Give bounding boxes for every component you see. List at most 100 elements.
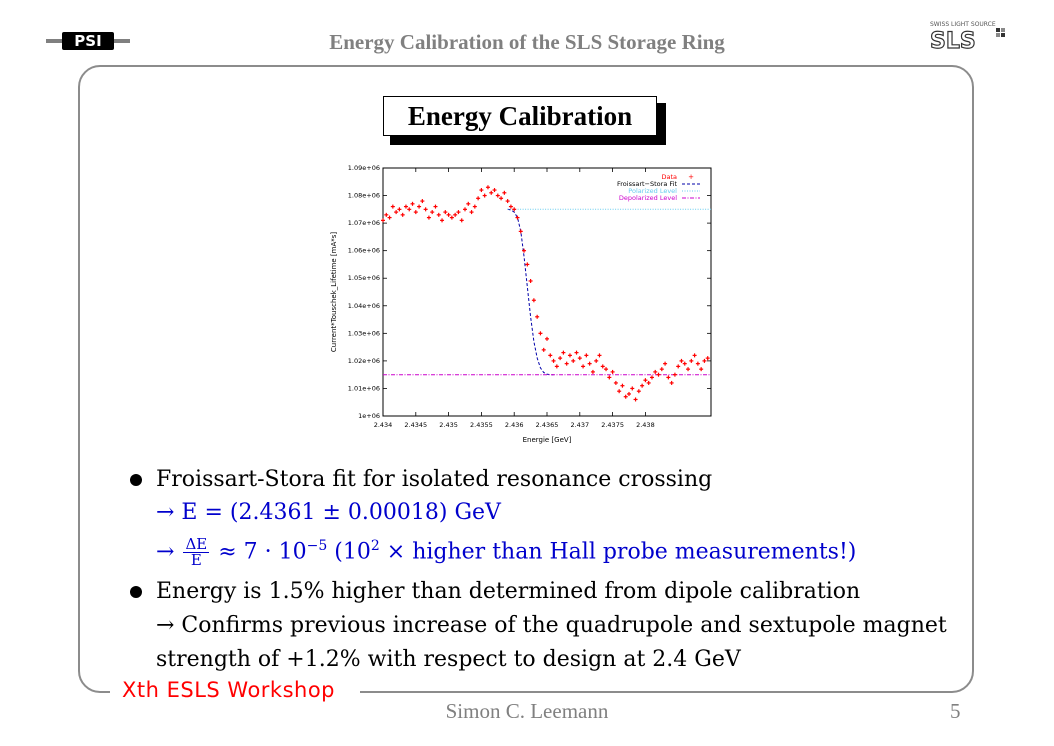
data-point [679,358,684,363]
data-point [426,215,431,220]
data-point [607,375,612,380]
data-point [472,204,477,209]
x-tick-label: 2.4375 [601,421,624,429]
data-point [702,358,707,363]
y-tick-label: 1.03e+06 [348,329,380,337]
x-axis: 2.434 2.4345 2.435 2.4355 2.436 2.4365 2.437 2.… [374,168,655,429]
y-tick-label: 1.02e+06 [348,357,380,365]
data-point [515,215,520,220]
data-point [456,210,461,215]
x-axis-label: Energie [GeV] [523,436,572,444]
data-point [522,248,527,253]
data-point [676,364,681,369]
fit-lines [383,208,711,376]
data-point [571,358,576,363]
data-point [508,204,513,209]
workshop-label: Xth ESLS Workshop [122,678,336,702]
factor-exponent: 2 [370,538,380,554]
slide-title: Energy Calibration [383,96,657,136]
data-point [646,380,651,385]
data-point [567,353,572,358]
data-point [613,380,618,385]
bullet-1-text: Froissart-Stora fit for isolated resonan… [156,467,713,492]
legend-fit-label: Froissart−Stora Fit [617,180,677,188]
x-tick-label: 2.4345 [404,421,427,429]
legend-polarized-label: Polarized Level [628,187,677,195]
y-tick-label: 1.07e+06 [348,219,380,227]
data-point [627,391,631,396]
data-point [436,212,441,217]
bullet-2-subline-1: → Confirms previous increase of the quad… [156,613,947,638]
data-point [600,364,605,369]
y-tick-label: 1.04e+06 [348,302,380,310]
data-point [495,193,500,198]
data-point [512,207,517,212]
x-tick-label: 2.4365 [536,421,559,429]
data-point [489,190,494,195]
data-point [410,201,415,206]
frame-gap [110,680,360,706]
data-point [663,361,668,366]
data-point [633,397,638,402]
data-point [686,367,691,372]
data-point [541,347,546,352]
data-point [505,199,510,204]
psi-logo-text: PSI [74,32,101,50]
data-point [387,215,392,220]
x-tick-label: 2.435 [439,421,458,429]
legend-data-marker: + [688,173,694,181]
y-tick-label: 1.05e+06 [348,274,380,282]
data-point [466,201,471,206]
data-point [590,369,595,374]
data-point [430,210,435,215]
data-point [381,218,385,223]
legend-depolarized-label: Depolarized Level [619,194,677,202]
footer-author: Simon C. Leemann [445,699,609,723]
data-point [610,369,615,374]
data-point [459,218,464,223]
legend: Data Froissart−Stora Fit Polarized Level… [617,173,700,202]
data-point [554,364,559,369]
sls-logo-caption: SWISS LIGHT SOURCE [930,21,996,28]
data-point [545,336,549,341]
data-point [666,375,671,380]
data-point [538,331,543,336]
data-point [551,358,556,363]
data-point [682,361,687,366]
data-point [672,372,677,377]
delta-e-fraction: ΔE E [183,534,210,568]
data-point [518,229,523,234]
data-point [531,298,536,303]
data-point [525,262,530,267]
data-point [574,350,579,355]
y-axis: 1e+06 1.01e+06 1.02e+06 1.03e+06 1.04e+06 1.0… [348,164,711,420]
data-point [502,190,507,195]
data-point [384,212,389,217]
data-point [695,361,700,366]
data-point [689,358,694,363]
y-tick-label: 1.01e+06 [348,384,380,392]
fraction-numerator: ΔE [183,534,210,553]
data-point [581,364,586,369]
bullet-marker-2 [130,586,142,598]
data-point [558,356,563,361]
data-point [659,367,664,372]
data-point [476,196,481,201]
data-point [397,207,402,212]
data-point [705,356,710,361]
data-point [594,358,599,363]
data-point [499,196,504,201]
data-point [604,367,609,372]
data-point [692,353,697,358]
data-points [381,185,710,402]
y-tick-label: 1.08e+06 [348,192,380,200]
data-point [394,210,399,215]
plot-area [382,167,712,417]
bullet-2-subline-2: strength of +1.2% with respect to design… [156,647,741,672]
data-point [417,204,422,209]
data-point [623,394,628,399]
data-point [440,218,445,223]
comparison-text: × higher than Hall probe measurements!) [386,539,857,565]
precision-value: ≈ 7 · 10 [218,539,307,565]
series-line [507,208,554,376]
